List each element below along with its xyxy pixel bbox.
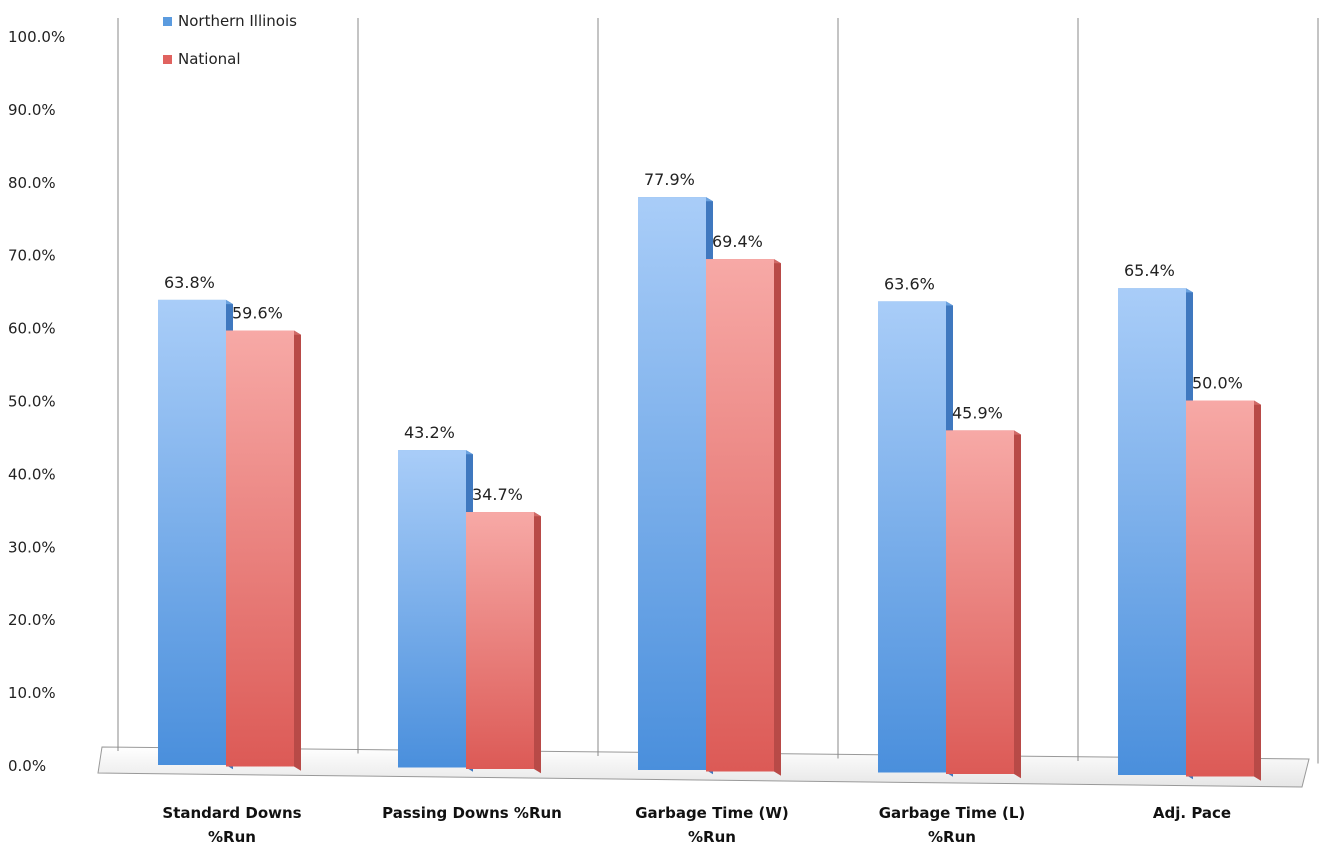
bar-northern-illinois xyxy=(878,301,953,777)
y-tick-label: 90.0% xyxy=(8,101,56,119)
bar-national xyxy=(226,330,301,771)
bar-northern-illinois xyxy=(398,450,473,772)
legend-swatch xyxy=(163,17,172,26)
category-label: Standard Downs xyxy=(162,804,301,822)
category-label: Garbage Time (L) xyxy=(879,804,1026,822)
bar-national xyxy=(1186,400,1261,781)
category-label: %Run xyxy=(208,828,256,846)
data-label: 63.6% xyxy=(884,274,935,293)
y-tick-label: 20.0% xyxy=(8,611,56,629)
y-tick-label: 80.0% xyxy=(8,174,56,192)
bar-northern-illinois xyxy=(158,299,233,770)
category-label: Garbage Time (W) xyxy=(635,804,788,822)
bar-northern-illinois xyxy=(1118,288,1193,780)
y-tick-label: 10.0% xyxy=(8,684,56,702)
legend-swatch xyxy=(163,55,172,64)
legend-label: National xyxy=(178,50,241,68)
data-label: 77.9% xyxy=(644,170,695,189)
data-label: 59.6% xyxy=(232,304,283,323)
y-tick-label: 40.0% xyxy=(8,465,56,483)
bar-national xyxy=(466,512,541,774)
bar-national xyxy=(946,430,1021,779)
data-label: 50.0% xyxy=(1192,374,1243,393)
legend-label: Northern Illinois xyxy=(178,12,297,30)
y-tick-label: 30.0% xyxy=(8,538,56,556)
category-label: Adj. Pace xyxy=(1153,804,1231,822)
data-label: 63.8% xyxy=(164,273,215,292)
bar-northern-illinois xyxy=(638,197,713,775)
data-label: 45.9% xyxy=(952,403,1003,422)
y-tick-label: 0.0% xyxy=(8,757,46,775)
y-tick-label: 70.0% xyxy=(8,247,56,265)
data-label: 34.7% xyxy=(472,485,523,504)
y-tick-label: 100.0% xyxy=(8,28,65,46)
y-tick-label: 60.0% xyxy=(8,320,56,338)
data-label: 43.2% xyxy=(404,423,455,442)
data-label: 69.4% xyxy=(712,232,763,251)
y-tick-label: 50.0% xyxy=(8,393,56,411)
bar-national xyxy=(706,259,781,776)
category-label: Passing Downs %Run xyxy=(382,804,562,822)
category-label: %Run xyxy=(688,828,736,846)
category-label: %Run xyxy=(928,828,976,846)
data-label: 65.4% xyxy=(1124,261,1175,280)
